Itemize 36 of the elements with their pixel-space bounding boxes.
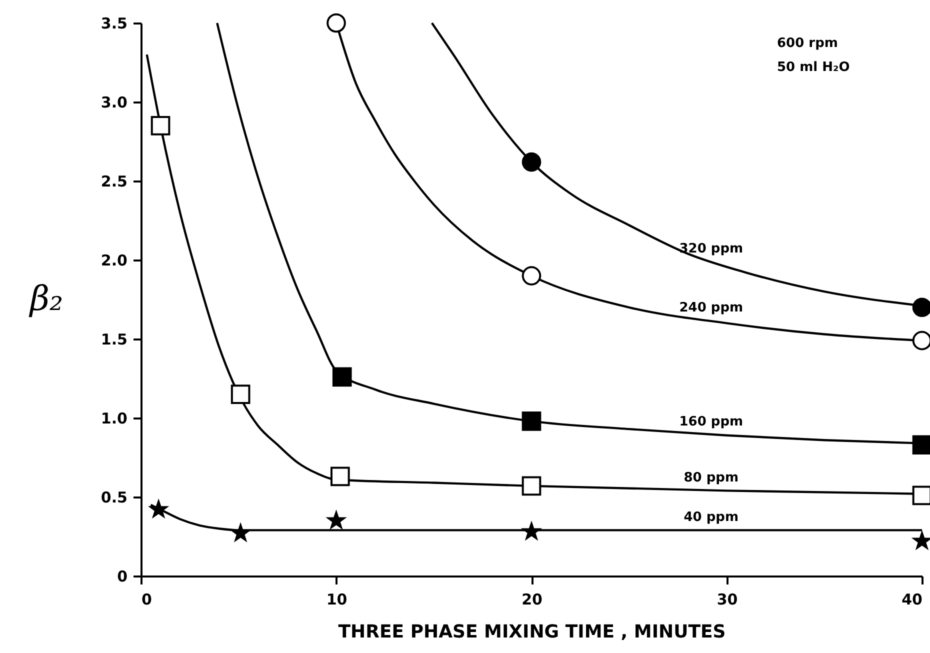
- y-tick-label: 3.5: [100, 14, 128, 32]
- point: [330, 466, 350, 486]
- series-label: 40 ppm: [684, 510, 739, 526]
- point: [328, 512, 345, 528]
- point: [522, 266, 542, 286]
- x-tick-label: 0: [142, 590, 152, 608]
- annotation: 50 ml H₂O: [777, 60, 850, 75]
- point: [522, 412, 542, 431]
- annotation: 600 rpm: [777, 36, 838, 51]
- x-tick-label: 10: [326, 590, 348, 608]
- point: [232, 524, 250, 541]
- y-tick-label: 0.5: [100, 488, 128, 506]
- series-label: 80 ppm: [684, 470, 739, 486]
- x-tick-label: 30: [716, 590, 738, 608]
- point: [326, 13, 346, 33]
- x-tick-label: 40: [902, 590, 922, 608]
- point: [912, 330, 930, 350]
- y-tick-label: 1.5: [100, 330, 128, 348]
- y-tick-label: 2.5: [100, 172, 128, 190]
- point: [522, 522, 540, 540]
- point: [332, 367, 352, 387]
- y-tick-label: 0: [117, 568, 128, 586]
- y-tick-label: 2.0: [100, 252, 128, 270]
- y-tick-label: 1.0: [100, 410, 128, 428]
- point: [913, 532, 930, 549]
- point: [912, 298, 930, 318]
- point: [150, 116, 170, 136]
- point: [522, 476, 542, 496]
- x-axis-title: THREE PHASE MIXING TIME , MINUTES: [338, 622, 726, 642]
- x-tick-label: 20: [522, 590, 542, 608]
- series-label: 240 ppm: [679, 300, 744, 316]
- point: [230, 384, 250, 404]
- y-tick-label: 3.0: [100, 94, 128, 112]
- point: [522, 152, 542, 172]
- series-label: 160 ppm: [679, 414, 744, 430]
- y-axis-title: β₂: [28, 279, 64, 319]
